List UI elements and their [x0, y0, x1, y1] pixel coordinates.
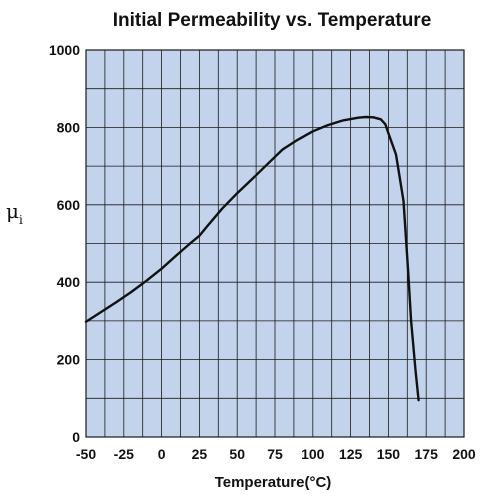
y-tick-label: 200: [57, 352, 81, 368]
y-tick-labels: 0 200 400 600 800 1000: [49, 42, 80, 445]
x-tick-label: 200: [452, 446, 476, 462]
series-line: [84, 115, 420, 402]
x-tick-labels: -50 -25 0 25 50 75 100 125 150 175 200: [76, 446, 476, 462]
y-axis-label-symbol: μ: [6, 199, 19, 223]
y-tick-label: 800: [57, 119, 81, 135]
y-tick-label: 600: [57, 197, 81, 213]
x-tick-label: 25: [192, 446, 208, 462]
y-axis-label: μi: [6, 199, 23, 227]
x-axis-label: Temperature(°C): [215, 474, 332, 491]
x-tick-label: 75: [267, 446, 283, 462]
x-tick-label: 0: [158, 446, 166, 462]
grid: [85, 49, 465, 438]
x-tick-label: 175: [415, 446, 439, 462]
y-axis-label-subscript: i: [19, 213, 23, 227]
y-tick-label: 1000: [49, 42, 80, 58]
x-tick-label: -50: [76, 446, 96, 462]
x-tick-label: 100: [301, 446, 325, 462]
chart-title: Initial Permeability vs. Temperature: [113, 10, 432, 31]
x-tick-label: 125: [339, 446, 363, 462]
y-tick-label: 400: [57, 274, 81, 290]
x-tick-label: 150: [377, 446, 401, 462]
x-tick-label: 50: [229, 446, 245, 462]
x-tick-label: -25: [114, 446, 134, 462]
y-tick-label: 0: [72, 429, 80, 445]
